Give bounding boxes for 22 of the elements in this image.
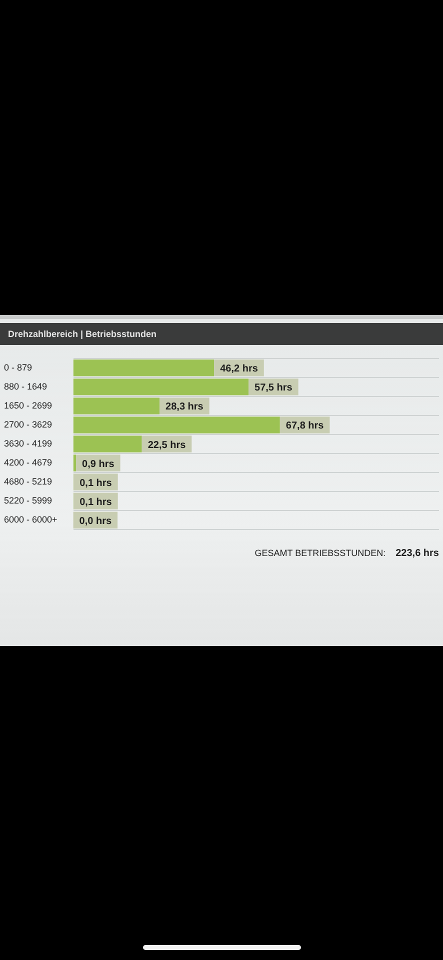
data-label: 57,5 hrs (254, 382, 293, 394)
y-tick-label: 1650 - 2699 (4, 400, 52, 410)
text: 223,6 hrs (396, 548, 439, 559)
data-label: 22,5 hrs (148, 440, 186, 451)
data-label: 46,2 hrs (220, 364, 258, 375)
y-tick-label: 5220 - 5999 (4, 496, 52, 506)
y-tick-label: 4200 - 4679 (4, 458, 52, 468)
y-tick-label: 6000 - 6000+ (4, 514, 58, 525)
y-tick-label: 4680 - 5219 (4, 476, 52, 487)
text: GESAMT BETRIEBSSTUNDEN: (254, 548, 386, 558)
data-label: 28,3 hrs (166, 402, 204, 413)
data-label: 0,0 hrs (79, 516, 112, 527)
chart-title: Drehzahlbereich | Betriebsstunden (0, 323, 443, 345)
y-tick-label: 0 - 879 (4, 362, 32, 372)
data-label: 0,9 hrs (82, 458, 115, 470)
data-label: 0,1 hrs (80, 478, 112, 489)
data-label: 67,8 hrs (286, 420, 324, 432)
data-label: 0,1 hrs (80, 496, 112, 508)
y-tick-label: 3630 - 4199 (4, 438, 52, 448)
y-tick-label: 2700 - 3629 (4, 419, 52, 430)
bar (73, 454, 76, 472)
y-tick-label: 880 - 1649 (4, 381, 48, 392)
